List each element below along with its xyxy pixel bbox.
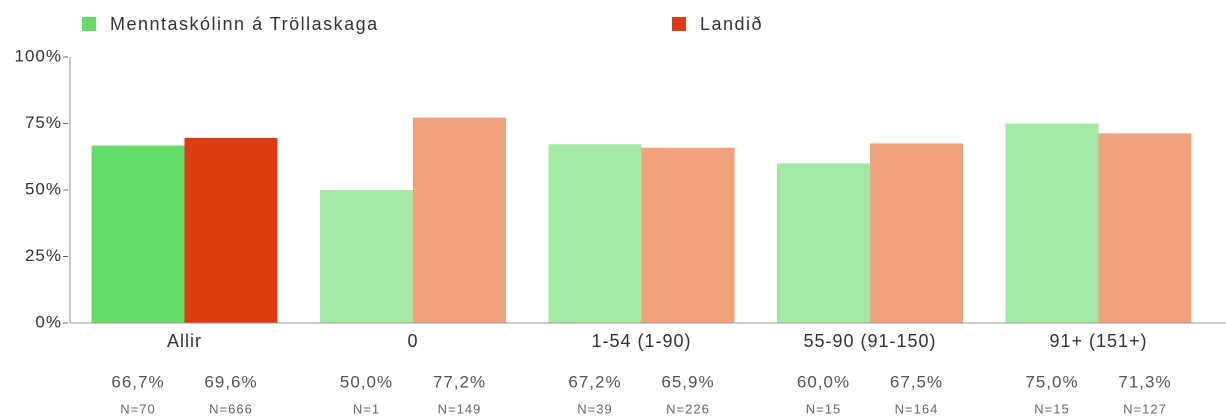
n-label: N=666	[209, 401, 253, 416]
value-label: 65,9%	[661, 372, 714, 391]
y-tick-label: 75%	[25, 113, 62, 132]
value-label: 67,2%	[568, 372, 621, 391]
value-label: 77,2%	[433, 372, 486, 391]
bar	[777, 163, 870, 323]
bar	[320, 190, 413, 323]
n-label: N=164	[895, 401, 939, 416]
n-label: N=15	[1034, 401, 1069, 416]
n-label: N=39	[577, 401, 612, 416]
legend-swatch	[82, 17, 96, 31]
y-tick-label: 0%	[35, 312, 62, 331]
x-tick-label: 0	[407, 331, 418, 351]
bar	[184, 137, 278, 323]
x-tick-label: 91+ (151+)	[1049, 331, 1147, 351]
value-label: 67,5%	[890, 372, 943, 391]
bar	[870, 143, 963, 323]
bar	[548, 144, 642, 323]
n-label: N=1	[353, 401, 380, 416]
legend-label: Landið	[700, 14, 763, 34]
n-label: N=127	[1123, 401, 1167, 416]
x-tick-label: 1-54 (1-90)	[591, 331, 691, 351]
bar	[91, 145, 185, 323]
value-label: 71,3%	[1118, 372, 1171, 391]
n-label: N=70	[120, 401, 155, 416]
y-tick-label: 50%	[25, 179, 62, 198]
x-tick-label: Allir	[167, 331, 202, 351]
bar	[1005, 123, 1099, 323]
value-label: 69,6%	[204, 372, 257, 391]
n-label: N=149	[438, 401, 482, 416]
bar	[641, 147, 735, 323]
bar	[413, 117, 506, 323]
legend-swatch	[672, 17, 686, 31]
bar	[1098, 133, 1192, 323]
value-label: 66,7%	[111, 372, 164, 391]
n-label: N=15	[806, 401, 841, 416]
value-label: 75,0%	[1025, 372, 1078, 391]
x-tick-label: 55-90 (91-150)	[803, 331, 936, 351]
y-tick-label: 25%	[25, 246, 62, 265]
y-tick-label: 100%	[15, 46, 62, 65]
value-label: 60,0%	[797, 372, 850, 391]
legend-label: Menntaskólinn á Tröllaskaga	[110, 14, 379, 34]
value-label: 50,0%	[340, 372, 393, 391]
n-label: N=226	[666, 401, 710, 416]
